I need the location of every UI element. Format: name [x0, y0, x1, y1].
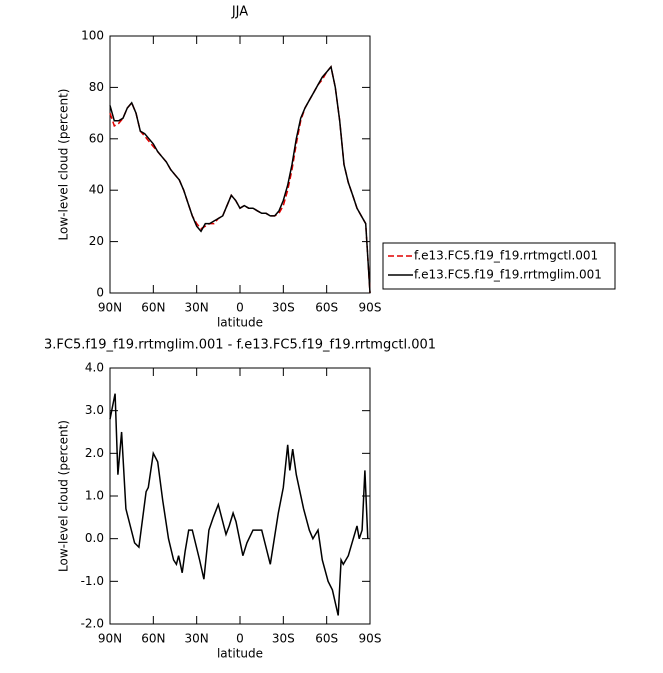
y-tick-label: 100 [81, 29, 104, 43]
x-tick-label: 60S [315, 301, 338, 315]
y-tick-label: -2.0 [81, 617, 104, 631]
x-tick-label: 30S [272, 301, 295, 315]
x-tick-label: 60S [315, 632, 338, 646]
data-line [109, 393, 369, 616]
x-tick-label: 0 [236, 301, 244, 315]
y-tick-label: 0 [96, 286, 104, 300]
y-tick-label: 40 [89, 183, 104, 197]
y-tick-label: 60 [89, 131, 104, 145]
y-tick-label: 2.0 [85, 446, 104, 460]
x-tick-label: 30N [185, 632, 209, 646]
legend-label: f.e13.FC5.f19_f19.rrtmgctl.001 [414, 249, 598, 263]
y-tick-label: 80 [89, 80, 104, 94]
y-tick-label: 3.0 [85, 403, 104, 417]
y-tick-label: 4.0 [85, 361, 104, 375]
y-axis-label: Low-level cloud (percent) [57, 420, 71, 572]
chart-title: 3.FC5.f19_f19.rrtmglim.001 - f.e13.FC5.f… [44, 338, 436, 353]
chart-title: JJA [231, 5, 248, 20]
data-line [109, 65, 371, 294]
y-axis-label: Low-level cloud (percent) [57, 89, 71, 241]
legend-box [382, 242, 616, 290]
x-tick-label: 30N [185, 301, 209, 315]
x-tick-label: 90S [359, 632, 382, 646]
x-tick-label: 60N [141, 632, 165, 646]
y-tick-label: 20 [89, 234, 104, 248]
y-tick-label: -1.0 [81, 574, 104, 588]
x-tick-label: 90N [98, 301, 122, 315]
x-axis-label: latitude [217, 316, 263, 330]
data-line [109, 65, 371, 294]
legend-label: f.e13.FC5.f19_f19.rrtmglim.001 [414, 268, 602, 282]
y-tick-label: 1.0 [85, 489, 104, 503]
y-tick-label: 0.0 [85, 531, 104, 545]
x-tick-label: 60N [141, 301, 165, 315]
plot-frame [109, 35, 371, 294]
x-tick-label: 30S [272, 632, 295, 646]
x-tick-label: 90S [359, 301, 382, 315]
x-tick-label: 0 [236, 632, 244, 646]
x-axis-label: latitude [217, 647, 263, 661]
x-tick-label: 90N [98, 632, 122, 646]
